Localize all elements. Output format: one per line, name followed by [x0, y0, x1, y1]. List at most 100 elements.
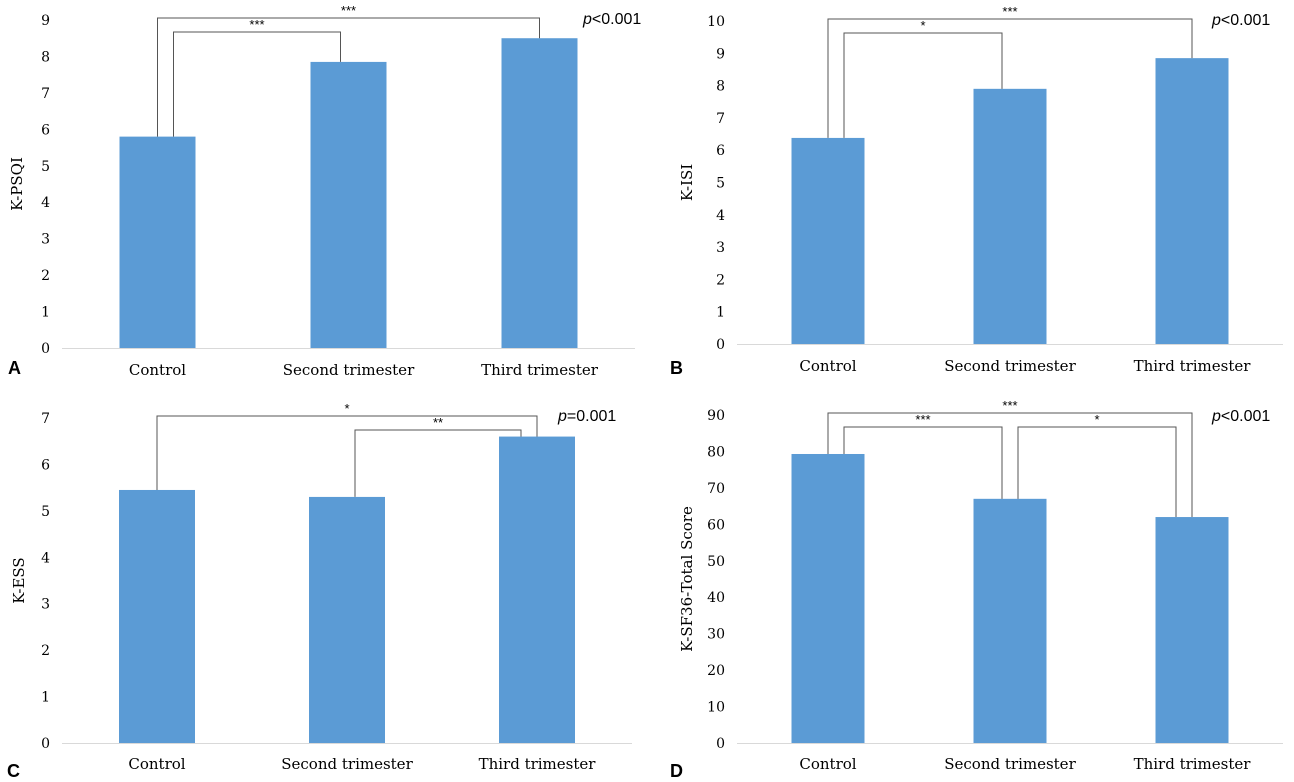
x-category-label: Third trimester: [479, 755, 597, 773]
panel-c-chart: 0 1 2 3 4 5 6 7 Control Second trimester Third tri…: [7, 401, 632, 781]
y-tick-label: 9: [41, 13, 50, 29]
y-tick-label: 3: [41, 597, 50, 613]
p-value-symbol: p: [582, 11, 592, 28]
y-tick-label: 5: [41, 504, 50, 520]
bar-third-trimester: [501, 38, 578, 348]
y-tick-label: 3: [41, 232, 50, 248]
y-tick-label: 0: [41, 341, 50, 357]
significance-bracket: [156, 415, 538, 490]
y-tick-label: 4: [41, 195, 50, 211]
y-tick-label: 6: [41, 457, 50, 473]
panel-letter: B: [670, 358, 683, 378]
y-tick-label: 90: [707, 408, 725, 424]
panel-letter: C: [7, 761, 20, 781]
panel-b-chart: 0 1 2 3 4 5 6 7 8 9 10 Control Second trimester Third…: [670, 4, 1283, 378]
significance-label: **: [433, 415, 443, 430]
y-tick-label: 0: [716, 337, 725, 353]
p-value-number: =0.001: [567, 408, 616, 425]
y-tick-label: 1: [716, 305, 725, 321]
y-tick-label: 0: [41, 736, 50, 752]
y-axis-label: K-ESS: [10, 557, 28, 603]
bar-second-trimester: [973, 498, 1047, 743]
x-category-label: Second trimester: [281, 755, 413, 773]
significance-label: ***: [915, 412, 930, 427]
y-tick-label: 3: [716, 240, 725, 256]
x-category-label: Third trimester: [1134, 357, 1252, 375]
y-tick-label: 1: [41, 690, 50, 706]
y-tick-label: 5: [41, 159, 50, 175]
p-value-number: <0.001: [592, 11, 641, 28]
panel-letter: A: [8, 358, 21, 378]
y-tick-label: 7: [716, 111, 725, 127]
y-axis-label: K-SF36-Total Score: [678, 506, 696, 652]
bar-control: [119, 136, 196, 348]
significance-label: ***: [249, 17, 264, 32]
p-value-symbol: p: [1211, 12, 1221, 29]
y-tick-label: 70: [707, 481, 725, 497]
significance-bracket: [173, 31, 341, 137]
x-category-label: Second trimester: [944, 357, 1076, 375]
significance-bracket: [1017, 426, 1177, 518]
y-tick-label: 6: [716, 143, 725, 159]
significance-label: ***: [1002, 398, 1017, 413]
x-category-label: Third trimester: [481, 361, 599, 379]
significance-bracket: [157, 17, 540, 137]
bar-control: [791, 453, 865, 743]
bar-third-trimester: [499, 436, 575, 743]
bar-second-trimester: [309, 496, 385, 743]
y-axis-label: K-PSQI: [8, 157, 26, 211]
y-axis-label: K-ISI: [678, 164, 696, 201]
y-tick-label: 10: [707, 14, 725, 30]
y-tick-label: 7: [41, 86, 50, 102]
p-value-label: p<0.001: [1211, 12, 1270, 29]
y-tick-label: 30: [707, 627, 725, 643]
panel-letter: D: [670, 761, 683, 781]
significance-bracket: [354, 429, 522, 497]
panel-a-chart: 0 1 2 3 4 5 6 7 8 9 Control Second trimester Third t…: [8, 3, 641, 379]
bar-control: [119, 489, 195, 743]
significance-bracket: [843, 32, 1003, 138]
y-tick-label: 1: [41, 305, 50, 321]
y-tick-label: 2: [41, 268, 50, 284]
x-category-label: Second trimester: [944, 755, 1076, 773]
y-tick-label: 10: [707, 700, 725, 716]
y-tick-label: 5: [716, 176, 725, 192]
p-value-label: p<0.001: [582, 11, 641, 28]
y-tick-label: 60: [707, 517, 725, 533]
p-value-symbol: p: [557, 408, 567, 425]
significance-bracket: [827, 412, 1193, 518]
p-value-symbol: p: [1211, 408, 1221, 425]
panel-d-chart: 0 10 20 30 40 50 60 70 80 90 Control Second trimest…: [670, 398, 1283, 781]
y-tick-label: 6: [41, 122, 50, 138]
y-tick-label: 4: [716, 208, 725, 224]
y-tick-label: 20: [707, 663, 725, 679]
y-tick-label: 9: [716, 46, 725, 62]
x-category-label: Control: [799, 357, 856, 375]
p-value-label: p<0.001: [1211, 408, 1270, 425]
significance-bracket: [843, 426, 1003, 499]
y-tick-label: 8: [716, 79, 725, 95]
y-tick-label: 80: [707, 444, 725, 460]
x-category-label: Second trimester: [283, 361, 415, 379]
bar-third-trimester: [1155, 58, 1229, 345]
y-tick-label: 7: [41, 411, 50, 427]
significance-label: ***: [1002, 4, 1017, 19]
x-category-label: Control: [128, 755, 185, 773]
y-tick-label: 50: [707, 554, 725, 570]
p-value-label: p=0.001: [557, 408, 616, 425]
bar-third-trimester: [1155, 517, 1229, 743]
y-tick-label: 0: [716, 736, 725, 752]
x-category-label: Control: [129, 361, 186, 379]
significance-label: *: [344, 401, 349, 416]
significance-label: *: [1094, 412, 1099, 427]
significance-label: ***: [341, 3, 356, 18]
y-tick-label: 4: [41, 550, 50, 566]
y-tick-label: 2: [41, 643, 50, 659]
y-tick-label: 8: [41, 49, 50, 65]
p-value-number: <0.001: [1221, 408, 1270, 425]
p-value-number: <0.001: [1221, 12, 1270, 29]
y-tick-label: 40: [707, 590, 725, 606]
significance-bracket: [827, 18, 1193, 138]
x-category-label: Control: [799, 755, 856, 773]
